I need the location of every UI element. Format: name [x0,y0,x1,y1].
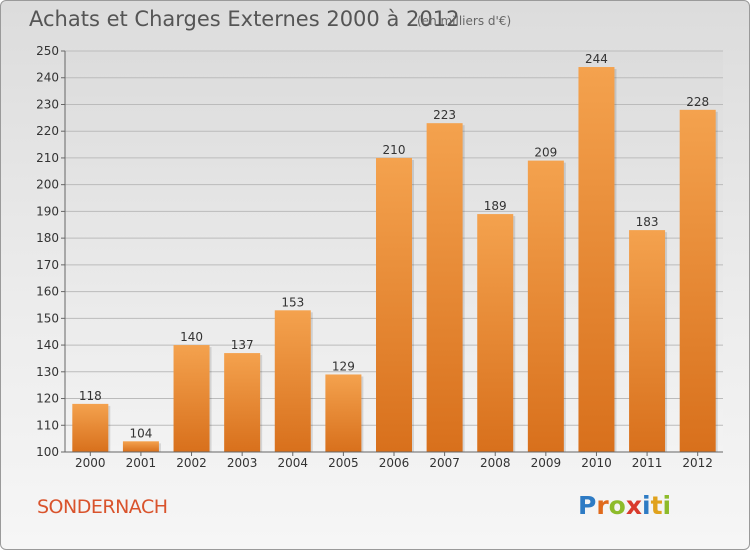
y-tick-label: 230 [36,97,59,111]
bar-value-label: 244 [585,52,608,66]
y-tick-label: 140 [36,338,59,352]
y-tick-label: 110 [36,418,59,432]
bar [578,67,615,452]
x-tick-label: 2012 [682,456,713,470]
logo-letter: r [596,491,609,520]
bar-value-label: 140 [180,330,203,344]
y-tick-label: 250 [36,44,59,58]
x-tick-label: 2010 [581,456,612,470]
bar [173,345,210,452]
y-tick-label: 120 [36,392,59,406]
bar [527,160,564,452]
logo-letter: t [650,491,663,520]
x-tick-label: 2003 [227,456,258,470]
y-tick-label: 190 [36,204,59,218]
x-tick-label: 2001 [126,456,157,470]
bar-value-label: 210 [383,143,406,157]
logo-letter: P [578,491,597,520]
logo-letter: o [608,491,626,520]
x-tick-label: 2000 [75,456,106,470]
x-tick-label: 2008 [480,456,511,470]
y-tick-label: 220 [36,124,59,138]
x-tick-label: 2004 [277,456,308,470]
x-tick-label: 2009 [531,456,562,470]
y-tick-label: 240 [36,71,59,85]
y-tick-label: 200 [36,178,59,192]
y-tick-label: 160 [36,285,59,299]
x-tick-label: 2005 [328,456,359,470]
y-tick-label: 170 [36,258,59,272]
x-tick-label: 2007 [429,456,460,470]
bar-value-label: 209 [534,146,557,160]
logo-letter: x [625,491,642,520]
x-tick-label: 2011 [632,456,663,470]
axis-layer: 100 110 120 130 140 150 160 170 180 190 200 210 220 2… [36,44,723,470]
bar-value-label: 183 [636,215,659,229]
bar-value-label: 228 [686,95,709,109]
bar [629,230,666,452]
location-label: SONDERNACH [37,496,168,518]
x-tick-label: 2002 [176,456,207,470]
bar [376,157,412,452]
y-tick-label: 130 [36,365,59,379]
bar [679,109,716,453]
bar [325,374,362,452]
bar-value-label: 129 [332,359,355,373]
y-tick-label: 210 [36,151,59,165]
bar [72,403,109,452]
bar-value-label: 118 [79,389,102,403]
bar [274,310,311,452]
bar-value-label: 189 [484,199,507,213]
y-tick-label: 180 [36,231,59,245]
chart-subtitle: (en milliers d'€) [417,14,512,28]
bar [122,441,159,452]
bar [224,353,261,452]
bar-value-label: 223 [433,108,456,122]
bar [426,123,463,453]
bar [477,214,514,452]
y-tick-label: 100 [36,445,59,459]
logo-letter: i [642,491,651,520]
bar-value-label: 104 [129,426,152,440]
bar-value-label: 153 [281,295,304,309]
logo-letter: i [662,491,672,520]
bar-value-label: 137 [231,338,254,352]
y-tick-label: 150 [36,311,59,325]
proxiti-logo[interactable]: Proxiti [578,491,671,520]
x-tick-label: 2006 [379,456,410,470]
chart-title: Achats et Charges Externes 2000 à 2012 [29,7,460,31]
bar-layer: 118 104 140 137 153 129 210 223 189 209 244 183 228 [72,52,718,453]
